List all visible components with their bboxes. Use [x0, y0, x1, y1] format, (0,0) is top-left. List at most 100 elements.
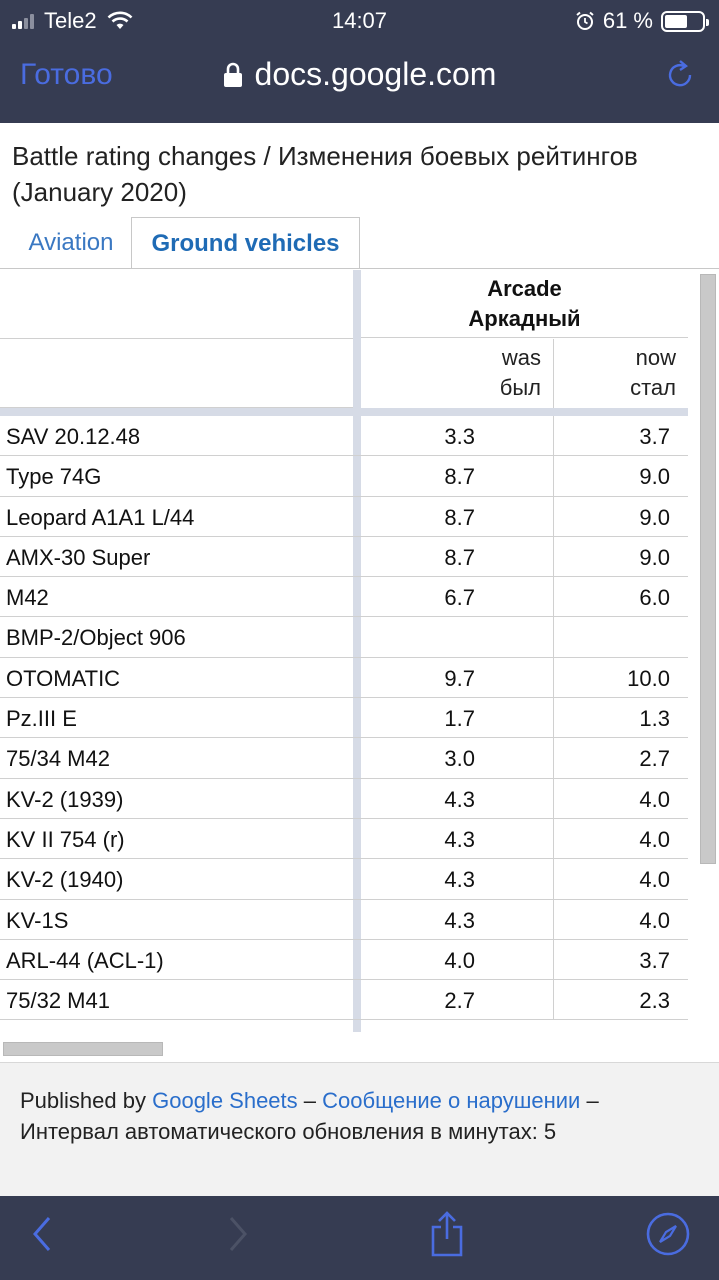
table-row[interactable]: OTOMATIC 9.7 10.0 — [0, 657, 688, 699]
was-value-cell[interactable]: 4.0 — [361, 939, 554, 980]
data-rows: SAV 20.12.48 3.3 3.7 Type 74G 8.7 9.0 Leopard … — [0, 416, 688, 1032]
status-time: 14:07 — [331, 8, 388, 33]
table-row[interactable]: Pz.III E 1.7 1.3 — [0, 698, 688, 739]
carrier-name: Tele2 — [44, 8, 97, 33]
google-sheets-link[interactable]: Google Sheets — [152, 1088, 298, 1113]
horizontal-scrollbar[interactable] — [3, 1042, 163, 1056]
now-value-cell[interactable]: 10.0 — [627, 665, 670, 691]
vehicle-name-cell[interactable]: Pz.III E — [6, 706, 77, 732]
now-value-cell[interactable]: 9.0 — [639, 544, 670, 570]
vehicle-name-cell[interactable]: 75/34 M42 — [6, 746, 110, 772]
table-row[interactable]: M42 6.7 6.0 — [0, 577, 688, 618]
back-icon — [33, 1217, 51, 1251]
table-row[interactable]: KV-2 (1939) 4.3 4.0 — [0, 778, 688, 819]
battery-icon — [661, 10, 709, 32]
vertical-scrollbar[interactable] — [700, 274, 716, 864]
tab-aviation[interactable]: Aviation — [28, 229, 114, 256]
was-value-cell[interactable]: 6.7 — [361, 577, 554, 618]
document-title: Battle rating changes / Изменения боевых… — [12, 141, 638, 207]
wifi-icon — [107, 11, 132, 29]
was-value-cell[interactable]: 3.3 — [361, 416, 554, 456]
status-bar: Tele2 14:07 61 % — [0, 0, 719, 40]
arcade-header-text: Arcade Аркадный — [468, 276, 581, 331]
reload-icon[interactable] — [663, 58, 697, 92]
published-footer: Published by Google Sheets – Сообщение о… — [0, 1062, 719, 1196]
url-text: docs.google.com — [254, 56, 497, 92]
now-value-cell[interactable]: 6.0 — [639, 585, 670, 611]
now-value-cell[interactable]: 4.0 — [639, 786, 670, 812]
now-value-cell[interactable]: 2.7 — [639, 746, 670, 772]
now-value-cell[interactable]: 9.0 — [639, 504, 670, 530]
now-column-header: now стал — [630, 345, 676, 400]
lock-icon — [223, 62, 242, 87]
table-row[interactable]: BMP-2/Object 906 — [0, 617, 688, 658]
table-row[interactable]: KV-1S 4.3 4.0 — [0, 899, 688, 940]
was-value-cell[interactable]: 8.7 — [361, 536, 554, 577]
vehicle-name-cell[interactable]: Type 74G — [6, 464, 102, 490]
now-value-cell[interactable]: 3.7 — [639, 424, 670, 449]
footer-text: Published by Google Sheets – Сообщение о… — [20, 1085, 700, 1147]
was-value-cell[interactable] — [361, 617, 554, 658]
vehicle-name-cell[interactable]: KV-1S — [6, 907, 69, 933]
was-value-cell[interactable]: 3.0 — [361, 738, 554, 779]
done-button[interactable]: Готово — [20, 58, 113, 91]
table-row[interactable]: 75/34 M42 3.0 2.7 — [0, 738, 688, 779]
now-value-cell[interactable]: 4.0 — [639, 907, 670, 933]
now-value-cell[interactable]: 4.0 — [639, 826, 670, 852]
vehicle-name-cell[interactable]: OTOMATIC — [6, 665, 121, 691]
published-by-label: Published by — [20, 1088, 146, 1113]
signal-icon — [12, 13, 34, 29]
frozen-row-divider — [0, 408, 688, 416]
forward-icon — [229, 1217, 247, 1251]
vehicle-name-cell[interactable]: KV II 754 (r) — [6, 826, 125, 852]
browser-nav: Готово docs.google.com — [0, 46, 719, 106]
back-button[interactable] — [18, 1210, 66, 1258]
vehicle-name-cell[interactable]: 75/32 M41 — [6, 988, 110, 1014]
vehicle-name-cell[interactable]: SAV 20.12.48 — [6, 424, 141, 449]
vehicle-name-cell[interactable]: Leopard A1A1 L/44 — [6, 504, 195, 530]
tab-ground-vehicles[interactable]: Ground vehicles — [131, 217, 360, 269]
was-value-cell[interactable]: 8.7 — [361, 456, 554, 497]
was-value-cell[interactable]: 4.3 — [361, 859, 554, 900]
vehicle-name-cell[interactable]: KV-2 (1939) — [6, 786, 124, 812]
arcade-header: Arcade Аркадный — [361, 270, 688, 338]
report-abuse-link[interactable]: Сообщение о нарушении — [322, 1088, 581, 1113]
safari-button[interactable] — [644, 1210, 692, 1258]
share-button[interactable] — [423, 1210, 471, 1258]
sheet-tabs: Aviation Ground vehicles — [0, 217, 719, 269]
vehicle-name-cell[interactable]: KV-2 (1940) — [6, 867, 124, 893]
browser-toolbar — [0, 1196, 719, 1280]
now-value-cell[interactable]: 9.0 — [639, 464, 670, 490]
table-row[interactable]: Leopard A1A1 L/44 8.7 9.0 — [0, 496, 688, 537]
browser-top-bar: Tele2 14:07 61 % Готово docs.goo — [0, 0, 719, 123]
battery-percent: 61 % — [602, 8, 653, 33]
table-row[interactable]: 75/32 M41 2.7 2.3 — [0, 980, 688, 1021]
was-value-cell[interactable]: 4.3 — [361, 899, 554, 940]
vehicle-name-cell[interactable]: AMX-30 Super — [6, 544, 151, 570]
spreadsheet-grid[interactable]: Arcade Аркадный was был now стал SAV 20.… — [0, 270, 688, 1032]
was-value-cell[interactable]: 4.3 — [361, 818, 554, 859]
table-row[interactable]: SAV 20.12.48 3.3 3.7 — [0, 416, 688, 457]
now-value-cell[interactable]: 3.7 — [639, 947, 670, 973]
was-value-cell[interactable]: 9.7 — [361, 657, 554, 698]
address-bar[interactable]: docs.google.com — [0, 56, 719, 93]
table-row[interactable]: AMX-30 Super 8.7 9.0 — [0, 536, 688, 578]
was-value-cell[interactable]: 4.3 — [361, 778, 554, 819]
vehicle-name-cell[interactable]: BMP-2/Object 906 — [6, 625, 186, 651]
was-value-cell[interactable]: 8.7 — [361, 496, 554, 537]
vehicle-name-cell[interactable]: M42 — [6, 585, 49, 611]
now-value-cell[interactable]: 4.0 — [639, 867, 670, 893]
alarm-icon — [576, 11, 594, 30]
table-row[interactable]: ARL-44 (ACL-1) 4.0 3.7 — [0, 939, 688, 981]
was-value-cell[interactable]: 2.7 — [361, 980, 554, 1021]
table-row[interactable]: KV II 754 (r) 4.3 4.0 — [0, 818, 688, 860]
vehicle-name-cell[interactable]: ARL-44 (ACL-1) — [6, 947, 164, 973]
table-row[interactable]: Type 74G 8.7 9.0 — [0, 456, 688, 497]
now-value-cell[interactable]: 2.3 — [639, 988, 670, 1014]
was-column-header: was был — [361, 339, 554, 408]
forward-button[interactable] — [214, 1210, 262, 1258]
table-row[interactable] — [0, 1020, 688, 1032]
was-value-cell[interactable]: 1.7 — [361, 698, 554, 739]
table-row[interactable]: KV-2 (1940) 4.3 4.0 — [0, 859, 688, 900]
now-value-cell[interactable]: 1.3 — [639, 706, 670, 732]
